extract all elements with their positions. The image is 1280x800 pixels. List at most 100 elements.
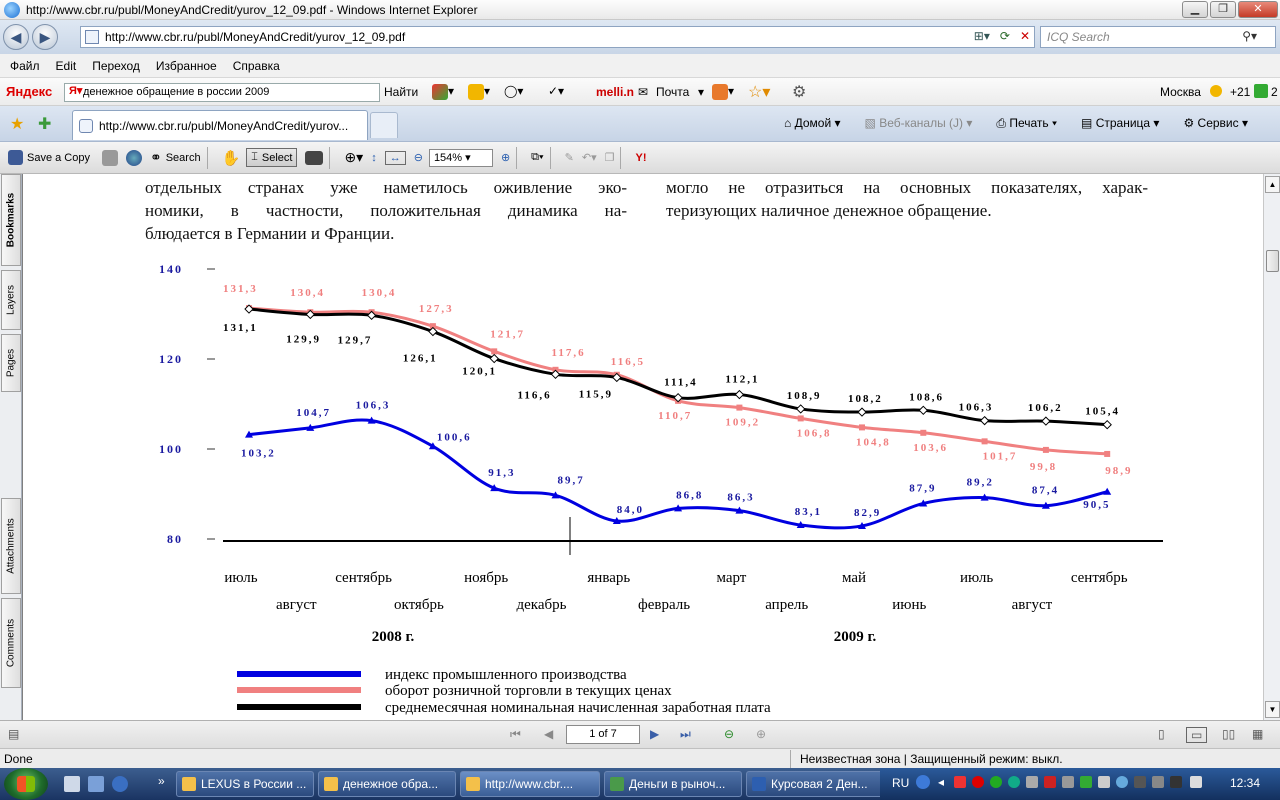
mellin-link[interactable]: melli.n <box>596 85 635 99</box>
print-button[interactable]: ⎙ Печать ▾ <box>996 116 1058 130</box>
language-indicator[interactable]: RU <box>892 776 910 790</box>
bookmark-tool-icon[interactable]: ▾ <box>712 84 734 100</box>
panel-toggle-icon[interactable]: ▤ <box>8 727 20 741</box>
address-field[interactable]: http://www.cbr.ru/publ/MoneyAndCredit/yu… <box>80 26 1035 48</box>
tray-icon[interactable] <box>972 776 984 788</box>
tab-attachments[interactable]: Attachments <box>1 498 21 594</box>
page-menu-button[interactable]: ▤ Страница ▾ <box>1081 116 1160 130</box>
next-page-button[interactable]: ▶ <box>650 727 660 741</box>
copy-button[interactable]: ❐ <box>605 151 615 164</box>
tray-icon[interactable] <box>954 776 966 788</box>
taskbar-item[interactable]: Курсовая 2 Ден... <box>746 771 884 797</box>
zoom-in-button[interactable]: ⊕ <box>501 151 510 164</box>
tray-icon[interactable] <box>1080 776 1092 788</box>
fit-page-button[interactable]: ↕ <box>371 152 377 164</box>
icq-icon[interactable] <box>990 776 1002 788</box>
refresh-icon[interactable]: ⟳ <box>999 29 1010 43</box>
menu-go[interactable]: Переход <box>92 58 140 73</box>
scroll-down-button[interactable]: ▼ <box>1265 701 1280 718</box>
compatibility-icon[interactable]: ⊞▾ <box>973 29 990 43</box>
tab-bookmarks[interactable]: Bookmarks <box>1 174 21 266</box>
fit-width-button[interactable]: ↔ <box>384 150 406 165</box>
add-favorites-icon[interactable]: ✚ <box>38 116 52 133</box>
print-pdf-button[interactable] <box>101 149 118 166</box>
weather-city[interactable]: Москва <box>1160 85 1201 99</box>
zoom-out-button[interactable]: ⊖ <box>414 151 423 164</box>
maximize-button[interactable]: ❐ <box>1210 1 1236 18</box>
security-zone[interactable]: Неизвестная зона | Защищенный режим: вык… <box>800 752 1063 766</box>
taskbar-item-active[interactable]: http://www.cbr.... <box>460 771 600 797</box>
help-icon[interactable] <box>916 775 930 789</box>
menu-edit[interactable]: Edit <box>55 58 77 73</box>
page-number-field[interactable]: 1 of 7 <box>566 725 640 744</box>
forward-button[interactable]: ▶ <box>32 24 58 50</box>
tab-layers[interactable]: Layers <box>1 270 21 330</box>
tray-icon[interactable] <box>1152 776 1164 788</box>
continuous-facing-icon[interactable]: ▦ <box>1252 727 1264 741</box>
yandex-search-input[interactable]: Я▾ денежное обращение в россии 2009 <box>64 83 380 102</box>
signal-bars-icon[interactable]: ▾ <box>468 84 490 100</box>
spellcheck-icon[interactable]: ✓▾ <box>548 84 565 98</box>
select-tool-button[interactable]: ⌶ Select <box>246 148 298 167</box>
network-icon[interactable] <box>1116 776 1128 788</box>
clock[interactable]: 12:34 <box>1230 776 1261 790</box>
page-layout-button[interactable]: ⧉▾ <box>531 151 543 164</box>
tray-icon[interactable] <box>1170 776 1182 788</box>
zoom-level-select[interactable]: 154% ▾ <box>428 148 493 167</box>
go-forward-view-icon[interactable]: ⊕ <box>756 727 767 741</box>
sign-button[interactable]: ✎ <box>565 151 574 164</box>
favorites-star-icon[interactable]: ★ <box>10 116 25 133</box>
home-button[interactable]: ⌂ Домой ▾ <box>784 116 841 130</box>
tab-comments[interactable]: Comments <box>1 598 21 688</box>
save-copy-button[interactable]: Save a Copy <box>8 150 90 165</box>
quicklaunch-icon[interactable] <box>88 776 104 792</box>
undo-button[interactable]: ↶▾ <box>582 151 597 164</box>
close-button[interactable]: ✕ <box>1238 1 1278 18</box>
menu-file[interactable]: Файл <box>10 58 40 73</box>
vertical-scrollbar[interactable]: ▲ ▼ <box>1263 174 1280 720</box>
search-pdf-button[interactable]: ⚭ Search <box>149 149 201 165</box>
facing-page-icon[interactable]: ▯▯ <box>1222 727 1236 741</box>
tab-active[interactable]: http://www.cbr.ru/publ/MoneyAndCredit/yu… <box>72 110 368 140</box>
yandex-find-button[interactable]: Найти <box>384 85 419 99</box>
stop-icon[interactable]: ✕ <box>1019 29 1030 43</box>
continuous-page-icon[interactable]: ▭ <box>1186 727 1208 743</box>
yandex-logo[interactable]: Яндекс <box>6 84 53 99</box>
yahoo-button[interactable]: Y! <box>635 152 646 164</box>
zoom-tool-button[interactable]: ⊕▾ <box>344 149 363 166</box>
new-tab-button[interactable] <box>370 112 398 138</box>
chat-icon[interactable]: ◯▾ <box>504 84 524 98</box>
minimize-button[interactable]: ▁ <box>1182 1 1208 18</box>
tray-icon[interactable] <box>1062 776 1074 788</box>
search-icon[interactable]: ⚲▾ <box>1242 29 1257 43</box>
tray-icon[interactable] <box>1134 776 1146 788</box>
quicklaunch-icon[interactable] <box>112 776 128 792</box>
taskbar-item[interactable]: денежное обра... <box>318 771 456 797</box>
mail-label[interactable]: Почта <box>656 85 690 99</box>
tray-icon[interactable] <box>1098 776 1110 788</box>
mail-icon[interactable]: ✉ <box>638 85 649 99</box>
gear-icon[interactable]: ⚙ <box>792 84 807 101</box>
show-desktop-icon[interactable] <box>64 776 80 792</box>
last-page-button[interactable]: ⏭ <box>680 727 691 741</box>
highlighter-icon[interactable]: ▾ <box>432 84 454 100</box>
tray-icon[interactable] <box>1044 776 1056 788</box>
prev-page-button[interactable]: ◀ <box>544 727 554 741</box>
hand-tool-button[interactable]: ✋ <box>222 149 241 167</box>
star-icon[interactable]: ☆▾ <box>748 84 771 101</box>
service-menu-button[interactable]: ⚙ Сервис ▾ <box>1183 116 1248 130</box>
quicklaunch-more-icon[interactable]: » <box>158 774 165 788</box>
tray-icon[interactable] <box>1026 776 1038 788</box>
search-input[interactable]: ICQ Search ⚲▾ <box>1040 26 1276 48</box>
scroll-thumb[interactable] <box>1266 250 1279 272</box>
go-back-view-icon[interactable]: ⊖ <box>724 727 735 741</box>
menu-help[interactable]: Справка <box>232 58 280 73</box>
email-button[interactable] <box>125 149 142 166</box>
tray-arrow-icon[interactable]: ◂ <box>938 775 945 789</box>
single-page-icon[interactable]: ▯ <box>1158 727 1165 741</box>
taskbar-item[interactable]: LEXUS в России ... <box>176 771 314 797</box>
back-button[interactable]: ◀ <box>3 24 29 50</box>
snapshot-button[interactable] <box>305 150 324 165</box>
mail-dropdown-icon[interactable]: ▾ <box>698 85 705 99</box>
volume-icon[interactable] <box>1190 776 1202 788</box>
